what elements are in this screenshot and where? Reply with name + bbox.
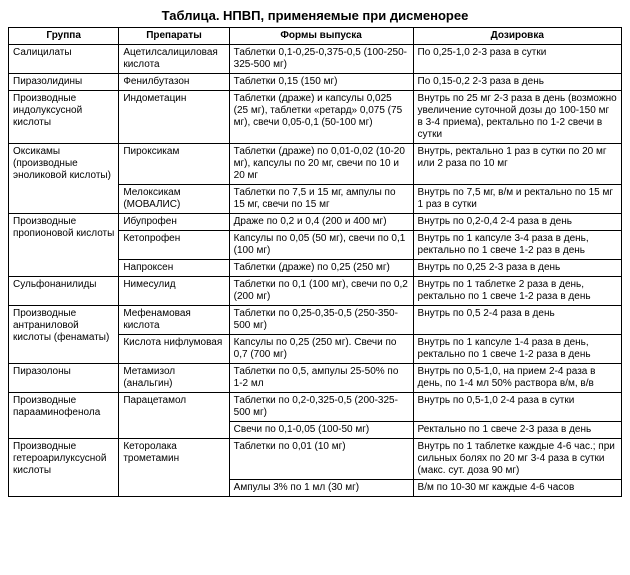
- cell-form: Свечи по 0,1-0,05 (100-50 мг): [229, 422, 413, 439]
- cell-group: Оксикамы (производные эноликовой кислоты…: [9, 144, 119, 214]
- cell-dose: Ректально по 1 свече 2-3 раза в день: [413, 422, 621, 439]
- table-row: Производные антраниловой кислоты (фенама…: [9, 306, 622, 335]
- cell-group: Пиразолидины: [9, 74, 119, 91]
- cell-dose: По 0,15-0,2 2-3 раза в день: [413, 74, 621, 91]
- table-row: Производные индолуксусной кислоты Индоме…: [9, 91, 622, 144]
- cell-group: Пиразолоны: [9, 364, 119, 393]
- cell-group: Производные индолуксусной кислоты: [9, 91, 119, 144]
- cell-dose: Внутрь по 0,5-1,0, на прием 2-4 раза в д…: [413, 364, 621, 393]
- cell-drug: Нимесулид: [119, 277, 229, 306]
- cell-drug: Кеторолака трометамин: [119, 439, 229, 497]
- cell-dose: Внутрь по 0,25 2-3 раза в день: [413, 260, 621, 277]
- cell-dose: По 0,25-1,0 2-3 раза в сутки: [413, 45, 621, 74]
- cell-form: Таблетки по 0,5, ампулы 25-50% по 1-2 мл: [229, 364, 413, 393]
- cell-form: Ампулы 3% по 1 мл (30 мг): [229, 480, 413, 497]
- cell-dose: Внутрь по 25 мг 2-3 раза в день (возможн…: [413, 91, 621, 144]
- cell-form: Таблетки 0,15 (150 мг): [229, 74, 413, 91]
- table-row: Производные пропионовой кислоты Ибупрофе…: [9, 214, 622, 231]
- cell-dose: Внутрь по 1 капсуле 3-4 раза в день, рек…: [413, 231, 621, 260]
- cell-drug: Кетопрофен: [119, 231, 229, 260]
- table-row: Производные гетероарилуксусной кислоты К…: [9, 439, 622, 480]
- cell-form: Таблетки 0,1-0,25-0,375-0,5 (100-250-325…: [229, 45, 413, 74]
- cell-dose: Внутрь по 0,5 2-4 раза в день: [413, 306, 621, 335]
- cell-form: Таблетки по 0,2-0,325-0,5 (200-325-500 м…: [229, 393, 413, 422]
- cell-drug: Пироксикам: [119, 144, 229, 185]
- cell-dose: Внутрь по 1 таблетке 2 раза в день, рект…: [413, 277, 621, 306]
- cell-form: Таблетки по 0,25-0,35-0,5 (250-350-500 м…: [229, 306, 413, 335]
- cell-drug: Ибупрофен: [119, 214, 229, 231]
- table-row: Производные парааминофенола Парацетамол …: [9, 393, 622, 422]
- cell-group: Производные пропионовой кислоты: [9, 214, 119, 277]
- table-row: Пиразолидины Фенилбутазон Таблетки 0,15 …: [9, 74, 622, 91]
- cell-dose: Внутрь, ректально 1 раз в сутки по 20 мг…: [413, 144, 621, 185]
- cell-drug: Мелоксикам (МОВАЛИС): [119, 185, 229, 214]
- cell-drug: Фенилбутазон: [119, 74, 229, 91]
- cell-drug: Ацетилсалициловая кислота: [119, 45, 229, 74]
- cell-group: Производные антраниловой кислоты (фенама…: [9, 306, 119, 364]
- table-row: Оксикамы (производные эноликовой кислоты…: [9, 144, 622, 185]
- cell-form: Драже по 0,2 и 0,4 (200 и 400 мг): [229, 214, 413, 231]
- cell-form: Таблетки по 0,01 (10 мг): [229, 439, 413, 480]
- cell-form: Таблетки (драже) по 0,01-0,02 (10-20 мг)…: [229, 144, 413, 185]
- cell-form: Таблетки по 0,1 (100 мг), свечи по 0,2 (…: [229, 277, 413, 306]
- cell-dose: Внутрь по 1 таблетке каждые 4-6 час.; пр…: [413, 439, 621, 480]
- col-group: Группа: [9, 28, 119, 45]
- cell-form: Капсулы по 0,25 (250 мг). Свечи по 0,7 (…: [229, 335, 413, 364]
- cell-drug: Метамизол (анальгин): [119, 364, 229, 393]
- cell-dose: Внутрь по 0,5-1,0 2-4 раза в сутки: [413, 393, 621, 422]
- cell-group: Производные парааминофенола: [9, 393, 119, 439]
- cell-form: Таблетки по 7,5 и 15 мг, ампулы по 15 мг…: [229, 185, 413, 214]
- cell-dose: Внутрь по 7,5 мг, в/м и ректально по 15 …: [413, 185, 621, 214]
- header-row: Группа Препараты Формы выпуска Дозировка: [9, 28, 622, 45]
- cell-form: Таблетки (драже) и капсулы 0,025 (25 мг)…: [229, 91, 413, 144]
- cell-group: Салицилаты: [9, 45, 119, 74]
- cell-group: Сульфонанилиды: [9, 277, 119, 306]
- table-row: Пиразолоны Метамизол (анальгин) Таблетки…: [9, 364, 622, 393]
- cell-form: Таблетки (драже) по 0,25 (250 мг): [229, 260, 413, 277]
- cell-drug: Напроксен: [119, 260, 229, 277]
- nsaid-table: Группа Препараты Формы выпуска Дозировка…: [8, 27, 622, 497]
- cell-dose: В/м по 10-30 мг каждые 4-6 часов: [413, 480, 621, 497]
- table-title: Таблица. НПВП, применяемые при дисменоре…: [8, 8, 622, 23]
- cell-group: Производные гетероарилуксусной кислоты: [9, 439, 119, 497]
- cell-form: Капсулы по 0,05 (50 мг), свечи по 0,1 (1…: [229, 231, 413, 260]
- cell-drug: Кислота нифлумовая: [119, 335, 229, 364]
- col-form: Формы выпуска: [229, 28, 413, 45]
- cell-dose: Внутрь по 0,2-0,4 2-4 раза в день: [413, 214, 621, 231]
- table-row: Салицилаты Ацетилсалициловая кислота Таб…: [9, 45, 622, 74]
- cell-dose: Внутрь по 1 капсуле 1-4 раза в день, рек…: [413, 335, 621, 364]
- cell-drug: Мефенамовая кислота: [119, 306, 229, 335]
- col-dose: Дозировка: [413, 28, 621, 45]
- cell-drug: Парацетамол: [119, 393, 229, 439]
- table-row: Сульфонанилиды Нимесулид Таблетки по 0,1…: [9, 277, 622, 306]
- col-drug: Препараты: [119, 28, 229, 45]
- cell-drug: Индометацин: [119, 91, 229, 144]
